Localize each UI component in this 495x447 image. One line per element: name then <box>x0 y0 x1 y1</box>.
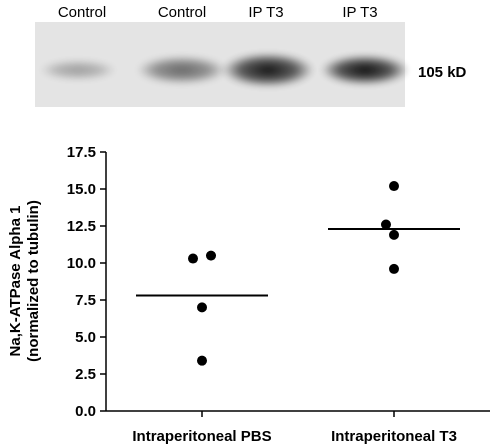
y-tick-label: 17.5 <box>67 144 96 161</box>
data-point <box>381 219 391 230</box>
lane-label-4: IP T3 <box>342 4 377 21</box>
y-tick-label: 2.5 <box>75 366 96 383</box>
blot-band-2 <box>137 56 227 84</box>
lane-label-1: Control <box>58 4 106 21</box>
mean-lines <box>136 227 460 297</box>
data-point <box>197 302 207 313</box>
data-point <box>389 229 399 240</box>
x-tick-label: Intraperitoneal T3 <box>331 428 457 445</box>
lane-label-2: Control <box>158 4 206 21</box>
x-tick-label: Intraperitoneal PBS <box>132 428 271 445</box>
y-tick-label: 10.0 <box>67 255 96 272</box>
band-size-label: 105 kD <box>418 64 467 81</box>
data-point <box>389 263 399 274</box>
blot-bands <box>40 53 409 87</box>
blot-band-3 <box>222 53 314 87</box>
blot-band-1 <box>40 60 116 80</box>
data-point <box>389 181 399 192</box>
y-tick-label: 5.0 <box>75 329 96 346</box>
scatter-chart: 0.0 2.5 5.0 7.5 10.0 12.5 15.0 17.5 Intraperito… <box>7 144 490 445</box>
data-point <box>197 355 207 366</box>
lane-label-3: IP T3 <box>248 4 283 21</box>
x-ticks: Intraperitoneal PBS Intraperitoneal T3 <box>132 411 457 445</box>
data-point <box>206 250 216 261</box>
western-blot: Control Control IP T3 IP T3 105 kD <box>35 4 467 107</box>
data-points <box>188 181 399 366</box>
y-tick-label: 7.5 <box>75 292 96 309</box>
y-tick-label: 15.0 <box>67 181 96 198</box>
y-tick-label: 12.5 <box>67 218 96 235</box>
y-axis-label-line2: (normalized to tubulin) <box>25 200 42 362</box>
blot-band-4 <box>321 55 409 85</box>
y-tick-label: 0.0 <box>75 403 96 420</box>
data-point <box>188 253 198 264</box>
y-ticks: 0.0 2.5 5.0 7.5 10.0 12.5 15.0 17.5 <box>67 144 106 420</box>
y-axis-label-line1: Na,K-ATPase Alpha 1 <box>7 206 24 357</box>
